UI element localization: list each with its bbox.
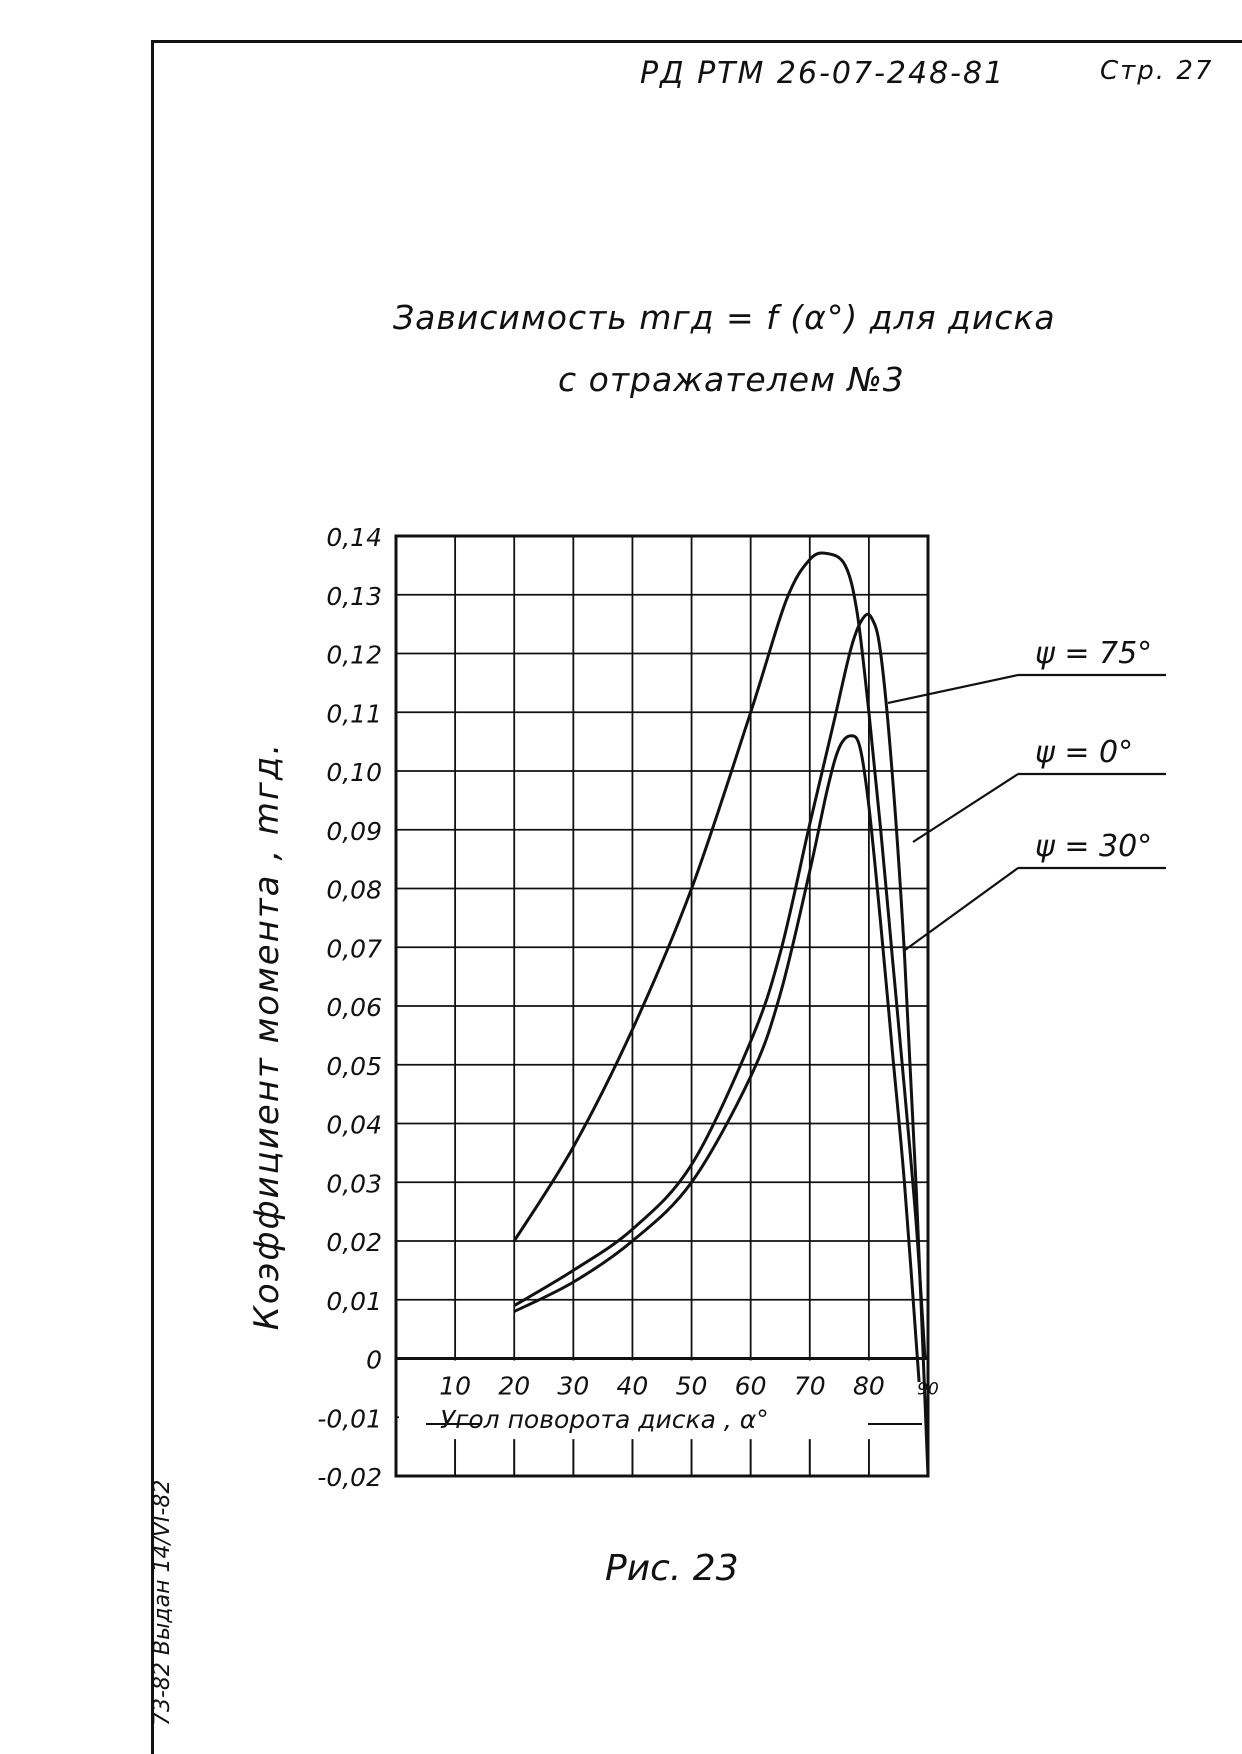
y-tick-label: 0,05	[326, 1052, 382, 1081]
series-line-2	[513, 612, 930, 1477]
y-tick-label: 0,02	[326, 1228, 382, 1257]
y-tick-label: 0,06	[326, 993, 382, 1022]
y-tick-label: 0,11	[326, 699, 382, 728]
chart-title-line-1: Зависимость mгд = f (α°) для диска	[393, 298, 1056, 337]
x-tick-labels: 10 20 30 40 50 60 70 80 90	[439, 1372, 939, 1401]
y-axis-label: Коэффициент момента , mгд.	[247, 742, 287, 1330]
y-tick-label: 0,12	[326, 641, 382, 670]
document-code: РД РТМ 26-07-248-81	[640, 56, 1006, 91]
x-tick-label: 40	[617, 1372, 649, 1401]
x-tick-label: 30	[557, 1372, 589, 1401]
y-tick-label: -0,01	[317, 1404, 382, 1433]
series-line-1	[512, 551, 927, 1359]
x-tick-label: 20	[498, 1372, 530, 1401]
chart-title-line-2: с отражателем №3	[558, 360, 905, 399]
chart-grid	[394, 534, 930, 1478]
legend-label: ψ = 0°	[1035, 735, 1133, 770]
y-tick-label: -0,02	[317, 1463, 382, 1492]
y-tick-label: 0,09	[326, 817, 382, 846]
legend-leader	[887, 673, 1019, 705]
x-tick-label: 70	[794, 1372, 826, 1401]
y-tick-label: 0,13	[326, 582, 382, 611]
legend-label: ψ = 75°	[1035, 636, 1152, 671]
y-tick-label: 0,07	[326, 934, 382, 963]
x-label-band	[399, 1360, 925, 1440]
x-tick-label: 60	[735, 1372, 767, 1401]
series-line-3	[513, 734, 921, 1383]
legend-label: ψ = 30°	[1035, 829, 1152, 864]
x-tick-label: 50	[676, 1372, 708, 1401]
y-tick-label: 0,14	[326, 523, 382, 552]
y-tick-label: 0,10	[326, 758, 382, 787]
y-tick-label: 0,08	[326, 876, 382, 905]
y-tick-labels: 0,14 0,13 0,12 0,11 0,10 0,09 0,08 0,07 0,06 0,05…	[317, 523, 382, 1492]
x-axis-label: Угол поворота диска , α°	[440, 1405, 769, 1434]
legend-leader	[912, 773, 1019, 843]
y-tick-label: 0	[366, 1346, 382, 1375]
chart-series	[512, 551, 930, 1477]
y-tick-label: 0,04	[326, 1111, 382, 1140]
y-tick-label: 0,03	[326, 1169, 382, 1198]
y-tick-label: 0,01	[326, 1287, 382, 1316]
figure-caption: Рис. 23	[605, 1548, 739, 1589]
drawing-frame	[151, 40, 1242, 1754]
x-tick-label: 80	[853, 1372, 885, 1401]
x-tick-label: 90	[917, 1380, 939, 1400]
page-number: Стр. 27	[1100, 56, 1214, 86]
legend-leader	[904, 867, 1019, 951]
chart-legend: ψ = 75° ψ = 0° ψ = 30°	[887, 636, 1166, 951]
x-tick-label: 10	[439, 1372, 471, 1401]
side-note: 73-82 Выдан 14/VI-82	[150, 1479, 175, 1726]
